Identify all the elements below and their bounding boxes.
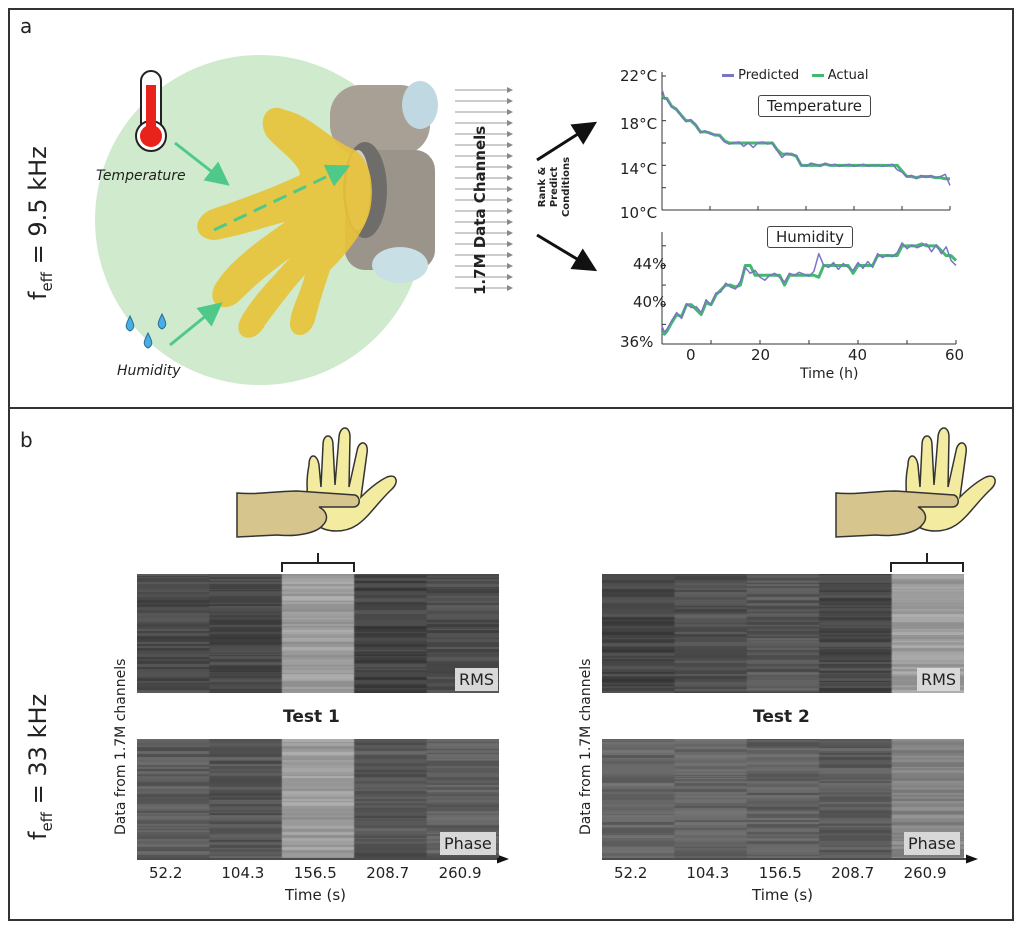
hand-touch-icon-test1 — [236, 427, 397, 538]
signal-arrow — [213, 164, 351, 232]
hum-xtick-40: 40 — [848, 346, 868, 364]
legend-actual-swatch — [811, 74, 824, 77]
test2-xtick: 156.5 — [758, 864, 802, 882]
rms-tag-test1: RMS — [455, 668, 499, 691]
touching-hand — [236, 490, 360, 538]
test2-title: Test 2 — [753, 707, 810, 727]
test2-xtick: 260.9 — [903, 864, 947, 882]
legend-actual-label: Actual — [827, 68, 869, 83]
legend-predicted-label: Predicted — [738, 68, 800, 83]
panel-a-label: a — [20, 14, 33, 38]
test1-xtick: 260.9 — [438, 864, 482, 882]
panel-b-label: b — [20, 428, 33, 452]
test1-title: Test 1 — [283, 707, 340, 727]
legend-predicted-swatch — [722, 74, 734, 77]
series-predicted — [661, 89, 951, 186]
hum-xtick-60: 60 — [945, 346, 965, 364]
hum-xtick-0: 0 — [686, 346, 696, 364]
temp-ytick-18: 18°C — [620, 115, 658, 133]
temperature-box-label: Temperature — [758, 95, 872, 117]
test2-xtick: 52.2 — [614, 864, 648, 882]
touching-hand — [835, 490, 959, 538]
temp-ytick-22: 22°C — [620, 67, 658, 85]
temp-ytick-14: 14°C — [620, 160, 658, 178]
phase-tag-test1: Phase — [440, 832, 496, 855]
hum-ytick-44: 44% — [633, 255, 667, 273]
thermometer-icon — [135, 70, 167, 152]
heatmap-test2-rms — [602, 574, 964, 693]
ylabel-test2: Data from 1.7M channels — [578, 658, 594, 835]
temperature-arrow — [174, 141, 230, 186]
series-predicted — [661, 242, 957, 333]
rms-tag-test2: RMS — [917, 668, 961, 691]
heatmap-test1-rms — [137, 574, 499, 693]
hand-touch-icon-test2 — [835, 427, 996, 538]
heatmap-test1-phase — [137, 739, 499, 858]
heatmap-test2-phase — [602, 739, 964, 858]
ylabel-test1: Data from 1.7M channels — [113, 658, 129, 835]
hum-xlabel: Time (h) — [800, 366, 859, 382]
droplets-icon — [125, 312, 167, 349]
hum-ytick-36: 36% — [620, 333, 654, 351]
test1-xtick: 208.7 — [366, 864, 410, 882]
data-channel-arrows — [455, 87, 513, 291]
xlabel-test2: Time (s) — [752, 886, 813, 904]
xlabel-test1: Time (s) — [285, 886, 346, 904]
bracket-test1 — [281, 553, 355, 572]
bracket-test2 — [890, 553, 964, 572]
humidity-box-label: Humidity — [767, 226, 854, 248]
hum-ytick-40: 40% — [633, 293, 667, 311]
humidity-arrow — [169, 302, 223, 347]
temp-ytick-10: 10°C — [620, 204, 658, 222]
test2-xtick: 208.7 — [831, 864, 875, 882]
test1-xtick: 52.2 — [149, 864, 183, 882]
legend: Predicted Actual — [722, 68, 868, 83]
rank-arrow-down — [536, 233, 598, 272]
phase-tag-test2: Phase — [904, 832, 960, 855]
test1-xtick: 104.3 — [221, 864, 265, 882]
hum-xtick-20: 20 — [751, 346, 771, 364]
humidity-label: Humidity — [117, 363, 181, 379]
test2-xtick: 104.3 — [686, 864, 730, 882]
test1-xtick: 156.5 — [293, 864, 337, 882]
rank-arrow-up — [536, 121, 598, 162]
temperature-label: Temperature — [96, 168, 186, 184]
